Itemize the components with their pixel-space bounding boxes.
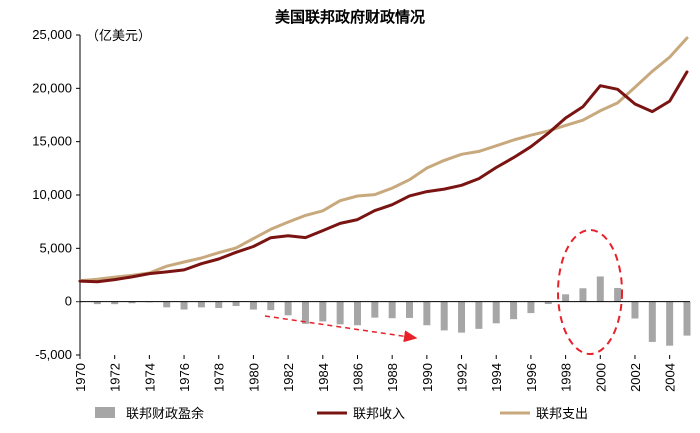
surplus-bar [458,301,466,333]
x-tick-label: 2002 [628,363,643,392]
surplus-bar [180,301,188,310]
surplus-bar [111,301,119,305]
series-lines [78,36,689,284]
revenue-line [78,70,689,284]
x-tick-label: 1982 [281,363,296,392]
surplus-bar [596,276,604,302]
surplus-bar [267,301,275,311]
x-axis-ticks: 1970 1972 1974 1976 1978 1980 1982 1984 1986 1988… [73,355,678,392]
x-tick-label: 1970 [73,363,88,392]
surplus-bars [76,276,691,346]
surplus-bar [301,301,309,324]
surplus-bar [406,301,414,318]
surplus-bar [579,288,587,302]
surplus-bar [475,301,483,329]
surplus-bar [371,301,379,318]
unit-label: （亿美元） [86,29,151,44]
y-tick-label: 20,000 [32,80,72,95]
surplus-bar [336,301,344,325]
x-tick-label: 1978 [212,363,227,392]
x-tick-label: 1976 [177,363,192,392]
surplus-bar [319,301,327,322]
surplus-bar [197,301,205,308]
surplus-bar [492,301,500,324]
legend-label-surplus: 联邦财政盈余 [126,406,204,422]
surplus-bar [232,301,240,307]
surplus-bar [93,301,101,305]
y-tick-label: 5,000 [39,240,72,255]
x-tick-label: 1990 [420,363,435,392]
y-tick-label: 15,000 [32,134,72,149]
surplus-bar [666,301,674,346]
x-tick-label: 1986 [350,363,365,392]
y-tick-label: -5,000 [35,347,72,362]
chart-title: 美国联邦政府财政情况 [274,8,425,26]
surplus-bar [648,301,656,342]
surplus-bar [353,301,361,326]
surplus-bar [544,301,552,305]
surplus-bar [527,301,535,314]
x-tick-label: 1980 [246,363,261,392]
surplus-bar [423,301,431,326]
legend-swatch-surplus [95,407,115,418]
x-tick-label: 2004 [663,363,678,392]
x-tick-label: 1998 [559,363,574,392]
annotations [264,229,623,355]
x-tick-label: 1988 [385,363,400,392]
legend-label-revenue: 联邦收入 [353,407,405,422]
surplus-bar [215,301,223,308]
x-tick-label: 1972 [108,363,123,392]
spending-line [78,36,689,283]
y-tick-label: 0 [65,294,72,309]
surplus-bar [440,301,448,331]
x-tick-label: 1984 [316,363,331,392]
x-tick-label: 1974 [142,363,157,392]
axes [79,35,690,355]
x-tick-label: 1996 [524,363,539,392]
legend-label-spending: 联邦支出 [536,407,588,422]
y-tick-label: 25,000 [32,27,72,42]
x-tick-label: 1994 [489,363,504,392]
x-tick-label: 2000 [593,363,608,392]
surplus-bar [249,301,257,310]
trend-arrow [264,315,418,343]
legend: 联邦财政盈余 联邦收入 联邦支出 [95,406,588,422]
surplus-bar [631,301,639,319]
x-tick-label: 1992 [455,363,470,392]
y-tick-label: 10,000 [32,187,72,202]
surplus-bar [510,301,518,320]
surplus-bar [284,301,292,316]
y-axis-ticks: -5,000 0 5,000 10,000 15,000 20,000 25,000 [32,27,80,362]
surplus-bar [683,301,691,336]
highlight-ellipse [557,229,623,355]
surplus-bar [562,294,570,302]
surplus-bar [128,301,136,304]
surplus-bar [163,301,171,308]
surplus-bar [614,287,622,302]
surplus-bar [388,301,396,319]
